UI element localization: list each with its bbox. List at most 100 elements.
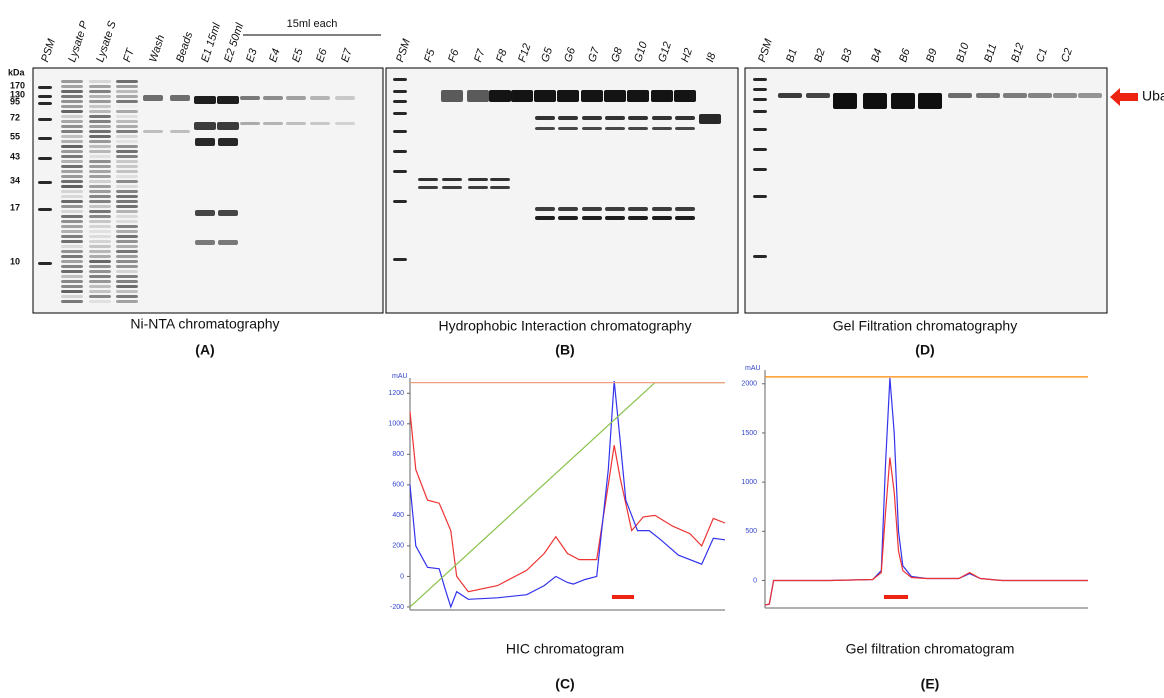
- band: [778, 93, 802, 98]
- band: [89, 120, 111, 123]
- band: [116, 105, 138, 108]
- band: [418, 178, 438, 181]
- band: [489, 90, 511, 102]
- band: [116, 295, 138, 298]
- lane-label: Wash: [147, 34, 167, 64]
- band: [467, 90, 489, 102]
- band: [116, 285, 138, 288]
- band: [116, 210, 138, 213]
- band: [558, 116, 578, 120]
- group-label: 15ml each: [287, 18, 338, 30]
- lane-label: E2 50ml: [222, 21, 246, 64]
- marker-label: 34: [10, 175, 20, 185]
- band: [38, 95, 52, 98]
- band: [116, 250, 138, 253]
- marker-label: 95: [10, 96, 20, 106]
- band: [240, 122, 260, 125]
- fraction-bar: [884, 595, 908, 599]
- band: [89, 115, 111, 118]
- lane-label: C1: [1034, 47, 1050, 64]
- band: [116, 265, 138, 268]
- axis-label: mAU: [745, 365, 761, 372]
- band: [806, 93, 830, 98]
- band: [753, 168, 767, 171]
- band: [89, 265, 111, 268]
- band: [61, 270, 83, 273]
- band: [38, 157, 52, 160]
- curve: [764, 457, 1088, 606]
- band: [753, 78, 767, 81]
- band: [61, 210, 83, 213]
- band: [116, 275, 138, 278]
- band: [393, 130, 407, 133]
- lane-label: E6: [314, 46, 330, 63]
- band: [116, 115, 138, 118]
- band: [116, 120, 138, 123]
- band: [89, 220, 111, 223]
- band: [263, 122, 283, 125]
- band: [116, 300, 138, 303]
- band: [89, 215, 111, 218]
- band: [89, 165, 111, 168]
- band: [61, 165, 83, 168]
- band: [652, 207, 672, 211]
- band: [116, 215, 138, 218]
- band: [89, 190, 111, 193]
- band: [61, 230, 83, 233]
- band: [116, 140, 138, 143]
- band: [627, 90, 649, 102]
- band: [89, 260, 111, 263]
- band: [753, 88, 767, 91]
- y-tick-label: 1000: [741, 479, 757, 486]
- band: [89, 180, 111, 183]
- band: [116, 145, 138, 148]
- band: [335, 122, 355, 125]
- band: [753, 110, 767, 113]
- band: [628, 207, 648, 211]
- band: [61, 145, 83, 148]
- band: [194, 122, 216, 130]
- band: [218, 138, 238, 146]
- band: [89, 285, 111, 288]
- curve: [409, 411, 726, 593]
- band: [195, 210, 215, 216]
- marker-label: 10: [10, 256, 20, 266]
- lane-label: B1: [784, 47, 800, 64]
- band: [38, 137, 52, 140]
- band: [89, 90, 111, 93]
- fraction-bar: [612, 595, 634, 599]
- band: [753, 128, 767, 131]
- panel-letter: (C): [555, 676, 574, 692]
- band: [116, 125, 138, 128]
- band: [61, 200, 83, 203]
- band: [61, 215, 83, 218]
- band: [286, 96, 306, 100]
- y-tick-label: 0: [753, 577, 757, 584]
- band: [61, 235, 83, 238]
- band: [61, 250, 83, 253]
- band: [61, 190, 83, 193]
- band: [1078, 93, 1102, 98]
- band: [511, 90, 533, 102]
- caption: Gel filtration chromatogram: [846, 641, 1015, 657]
- band: [61, 255, 83, 258]
- lane-label: Lysate P: [66, 19, 91, 64]
- band: [61, 265, 83, 268]
- band: [605, 127, 625, 130]
- band: [468, 186, 488, 189]
- lane-label: G6: [562, 45, 578, 64]
- band: [61, 85, 83, 88]
- band: [393, 78, 407, 81]
- band: [116, 130, 138, 133]
- band: [89, 135, 111, 138]
- lane-label: PSM: [39, 37, 58, 64]
- lane-label: B9: [924, 47, 940, 64]
- band: [116, 165, 138, 168]
- band: [61, 275, 83, 278]
- lane-label: B3: [839, 46, 855, 63]
- band: [891, 93, 915, 109]
- marker-label: 130: [10, 89, 25, 99]
- lane-label: F7: [472, 47, 488, 64]
- caption: Gel Filtration chromatography: [833, 318, 1017, 334]
